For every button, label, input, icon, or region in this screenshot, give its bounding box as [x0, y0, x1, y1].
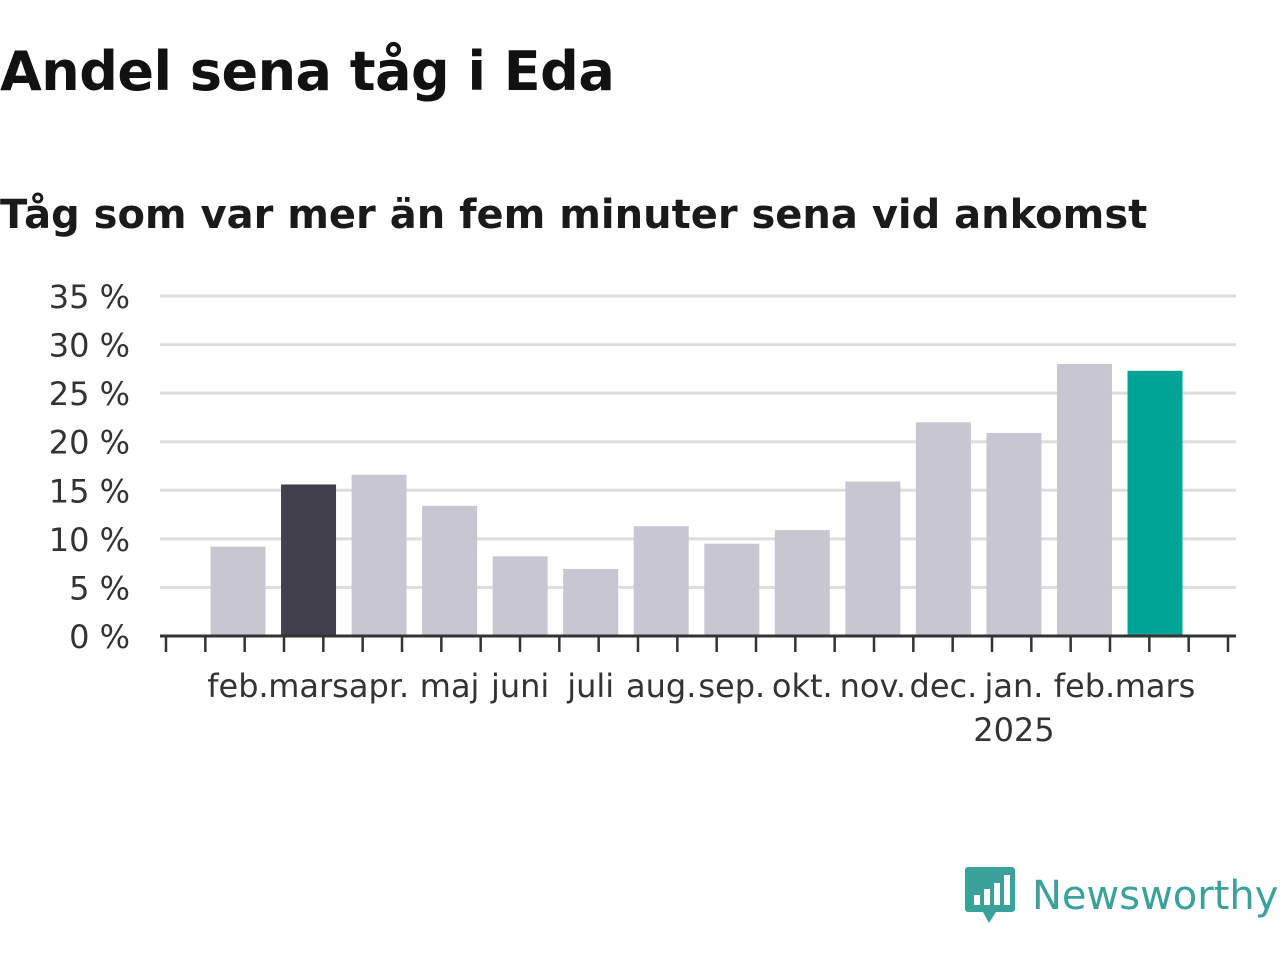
y-tick-label: 5 %: [69, 569, 130, 607]
bar-10: [845, 481, 901, 636]
x-tick-label: dec.: [910, 667, 978, 705]
bar-6: [563, 568, 619, 636]
x-tick-label: juni: [490, 667, 549, 705]
y-tick-label: 10 %: [49, 521, 130, 559]
y-tick-label: 0 %: [69, 618, 130, 656]
y-tick-label: 20 %: [49, 424, 130, 462]
x-tick-label: nov.: [840, 667, 906, 705]
x-tick-label: mars: [268, 667, 349, 705]
x-tick-label: juli: [566, 667, 614, 705]
y-axis-tick-labels: 0 % 5 % 10 % 15 % 20 % 25 % 30 % 35 %: [49, 278, 130, 656]
brand-logo: Newsworthy: [964, 865, 1278, 927]
gridlines: [160, 294, 1236, 589]
bar-5: [492, 556, 548, 636]
y-tick-label: 30 %: [49, 327, 130, 365]
bar-11: [915, 422, 971, 636]
newsworthy-logo-icon: [965, 867, 1015, 923]
bar-4: [422, 505, 478, 636]
chart-title: Andel sena tåg i Eda: [0, 40, 615, 103]
chart-subtitle: Tåg som var mer än fem minuter sena vid …: [0, 192, 1148, 238]
bar-chart: 0 %5 %10 %15 %20 %25 %30 %35 % feb. mars a…: [49, 278, 1236, 749]
bar-13: [1056, 364, 1112, 636]
bar-14: [1127, 370, 1183, 636]
bar-12: [986, 432, 1042, 636]
x-tick-label: okt.: [772, 667, 833, 705]
bar-1: [210, 546, 266, 636]
x-tick-label: feb.: [207, 667, 268, 705]
x-tick-label: apr.: [349, 667, 409, 705]
year-label: 2025: [973, 711, 1054, 749]
bar-7: [633, 526, 689, 636]
y-tick-label: 25 %: [49, 375, 130, 413]
bars: [210, 364, 1183, 636]
bar-9: [774, 530, 830, 636]
bar-8: [704, 543, 760, 636]
x-tick-label: feb.: [1054, 667, 1115, 705]
x-tick-label: aug.: [626, 667, 696, 705]
brand-name: Newsworthy: [1032, 873, 1279, 919]
x-axis: [160, 634, 1236, 652]
x-tick-label: jan.: [983, 667, 1043, 705]
x-tick-label: mars: [1115, 667, 1196, 705]
y-tick-label: 15 %: [49, 472, 130, 510]
bar-2: [281, 484, 337, 636]
x-tick-label: maj: [420, 667, 480, 705]
bar-3: [351, 474, 407, 636]
x-tick-label: sep.: [698, 667, 765, 705]
y-tick-label: 35 %: [49, 278, 130, 316]
x-axis-tick-labels: feb. mars apr. maj juni juli aug. sep. okt. nov. d…: [207, 667, 1195, 749]
